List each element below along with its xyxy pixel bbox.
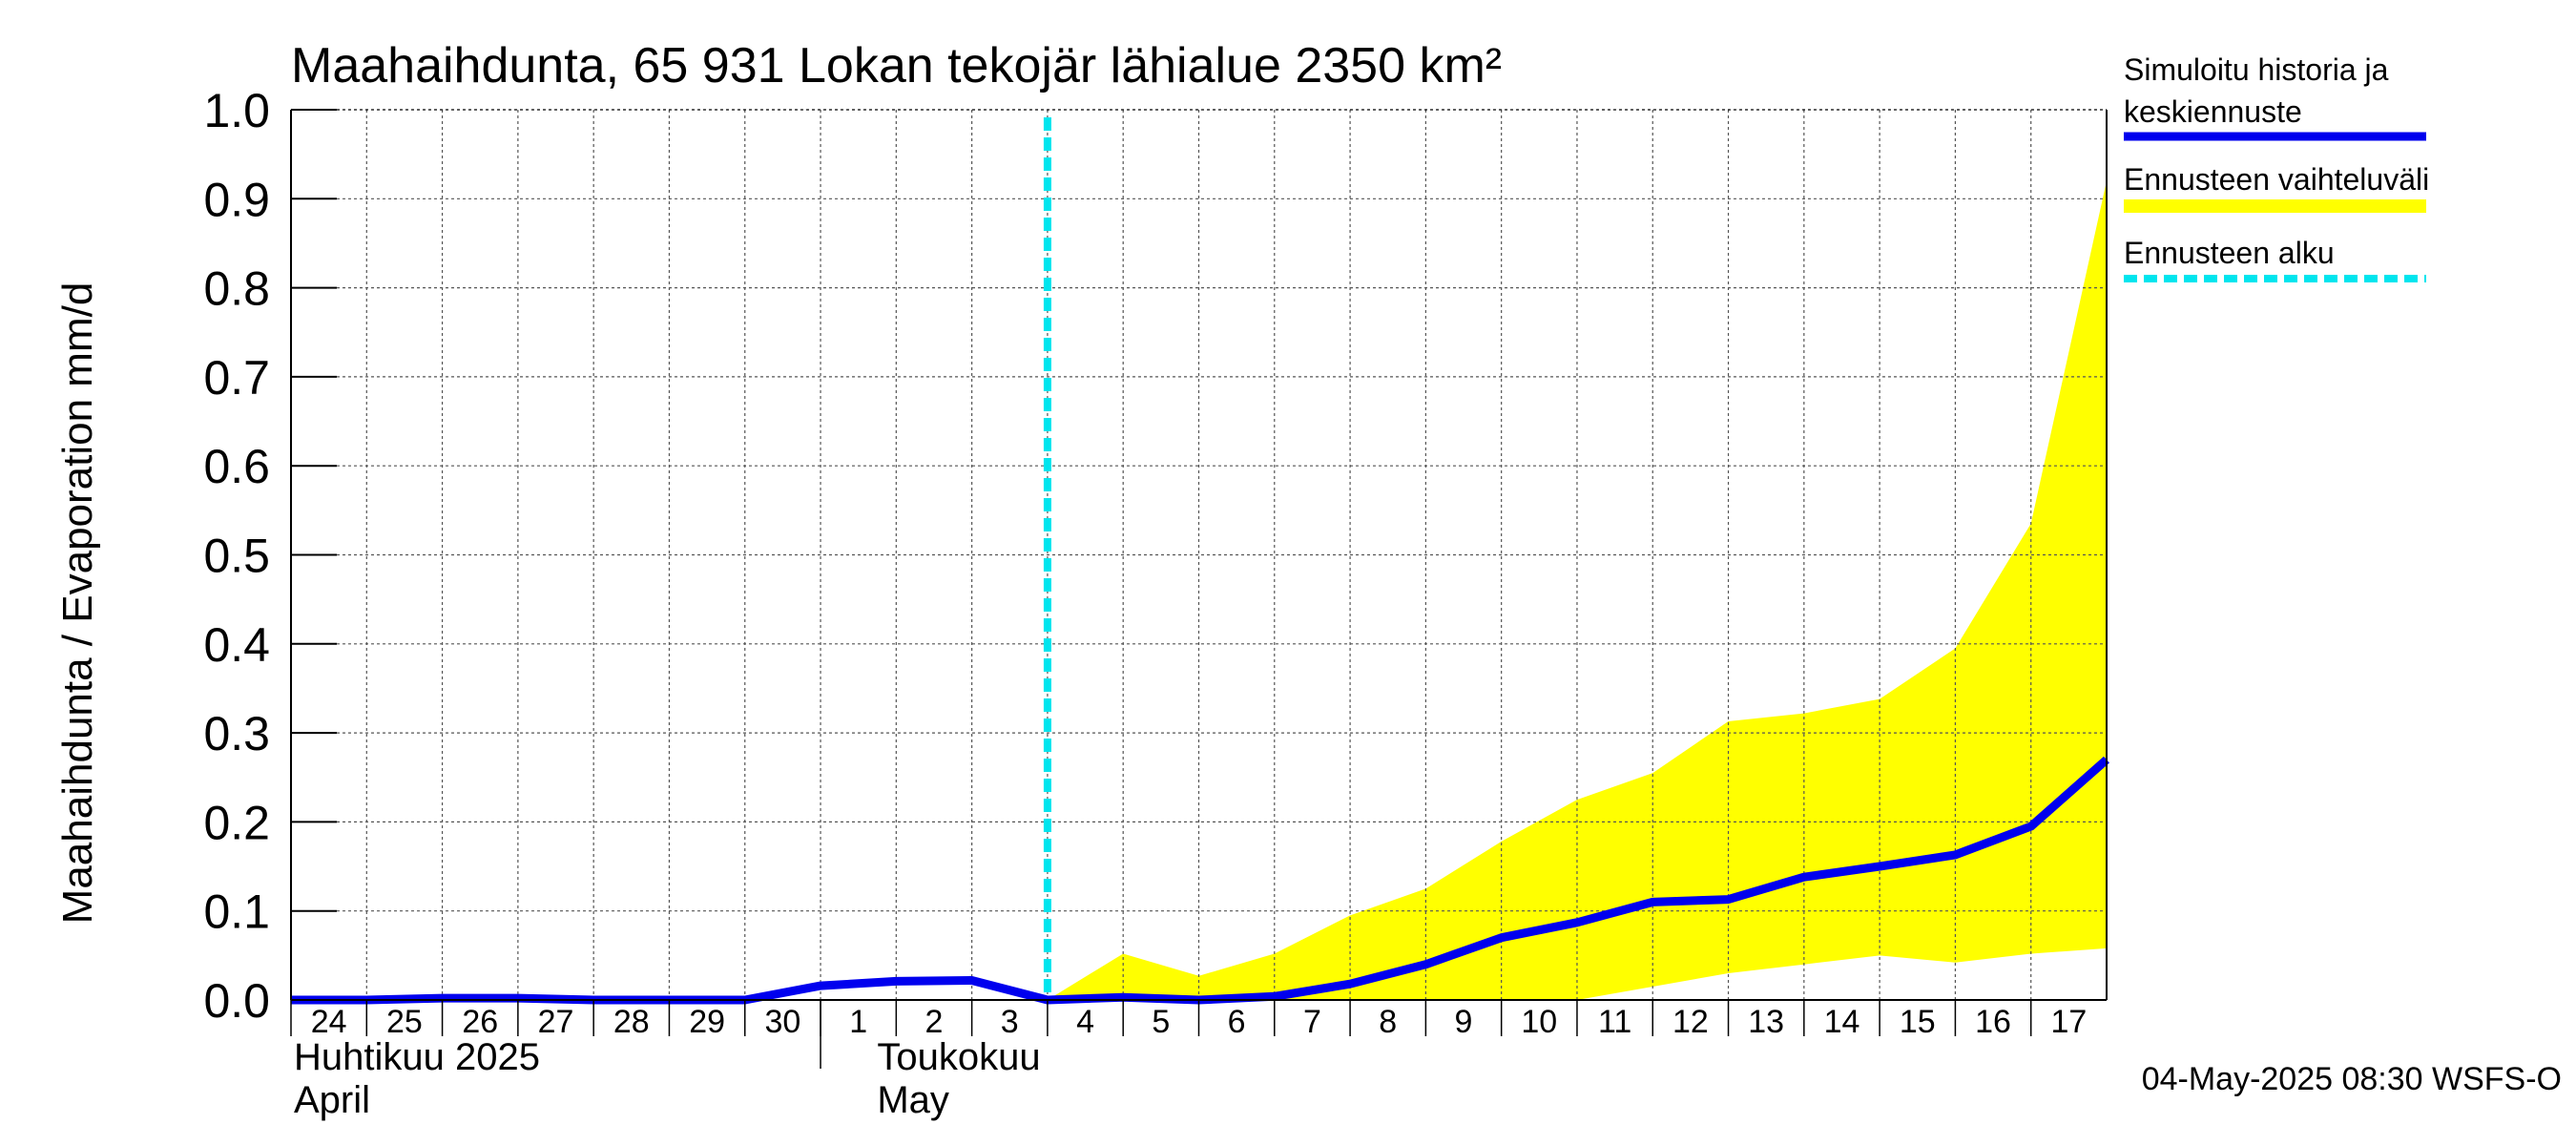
axes-layer: 0.00.10.20.30.40.50.60.70.80.91.024 25 26 2… (203, 84, 2108, 1121)
x-tick-label: 16 (1975, 1004, 2011, 1040)
y-tick-label: 0.9 (203, 173, 270, 226)
x-tick-label: 27 (538, 1004, 574, 1040)
y-tick-label: 0.1 (203, 885, 270, 939)
x-tick-label: 5 (1152, 1004, 1170, 1040)
x-tick-label: 13 (1748, 1004, 1784, 1040)
x-tick-label: 3 (1001, 1004, 1019, 1040)
y-tick-label: 0.2 (203, 796, 270, 849)
x-tick-label: 1 (849, 1004, 867, 1040)
x-tick-label: 11 (1598, 1004, 1631, 1040)
legend: Simuloitu historia ja keskiennuste Ennuste… (2124, 52, 2429, 282)
x-tick-label: 8 (1379, 1004, 1397, 1040)
footer-timestamp: 04-May-2025 08:30 WSFS-O (2142, 1061, 2562, 1097)
x-tick-label: 7 (1303, 1004, 1321, 1040)
x-tick-label: 12 (1672, 1004, 1709, 1040)
x-tick-label: 4 (1076, 1004, 1094, 1040)
month-label-secondary: May (877, 1079, 949, 1121)
legend-label: Ennusteen alku (2124, 236, 2335, 270)
y-tick-label: 0.6 (203, 440, 270, 493)
x-tick-label: 15 (1900, 1004, 1936, 1040)
chart-title: Maahaihdunta, 65 931 Lokan tekojär lähia… (291, 38, 1502, 94)
x-tick-label: 9 (1455, 1004, 1473, 1040)
x-tick-label: 28 (613, 1004, 650, 1040)
y-tick-label: 1.0 (203, 84, 270, 137)
x-tick-label: 30 (764, 1004, 800, 1040)
x-tick-label: 25 (386, 1004, 423, 1040)
forecast-range-band (1047, 180, 2107, 1001)
forecast-range-layer (1047, 180, 2107, 1001)
month-label-primary: Toukokuu (877, 1036, 1040, 1078)
month-label-primary: Huhtikuu 2025 (294, 1036, 540, 1078)
y-tick-label: 0.0 (203, 974, 270, 1028)
y-tick-label: 0.5 (203, 530, 270, 583)
x-tick-label: 29 (689, 1004, 725, 1040)
y-tick-label: 0.7 (203, 351, 270, 405)
grid-layer (291, 110, 2107, 1000)
x-tick-label: 10 (1521, 1004, 1557, 1040)
month-label-secondary: April (294, 1079, 370, 1121)
x-tick-label: 17 (2050, 1004, 2087, 1040)
legend-label: Ennusteen vaihteluväli (2124, 162, 2429, 197)
y-tick-label: 0.4 (203, 618, 270, 672)
legend-label-continued: keskiennuste (2124, 94, 2302, 129)
x-tick-label: 2 (925, 1004, 944, 1040)
x-tick-label: 14 (1824, 1004, 1860, 1040)
x-tick-label: 26 (462, 1004, 498, 1040)
legend-label: Simuloitu historia ja (2124, 52, 2389, 87)
x-tick-label: 6 (1228, 1004, 1246, 1040)
x-tick-label: 24 (311, 1004, 347, 1040)
y-tick-label: 0.8 (203, 262, 270, 316)
y-tick-label: 0.3 (203, 707, 270, 760)
y-axis-label: Maahaihdunta / Evaporation mm/d (54, 282, 101, 925)
